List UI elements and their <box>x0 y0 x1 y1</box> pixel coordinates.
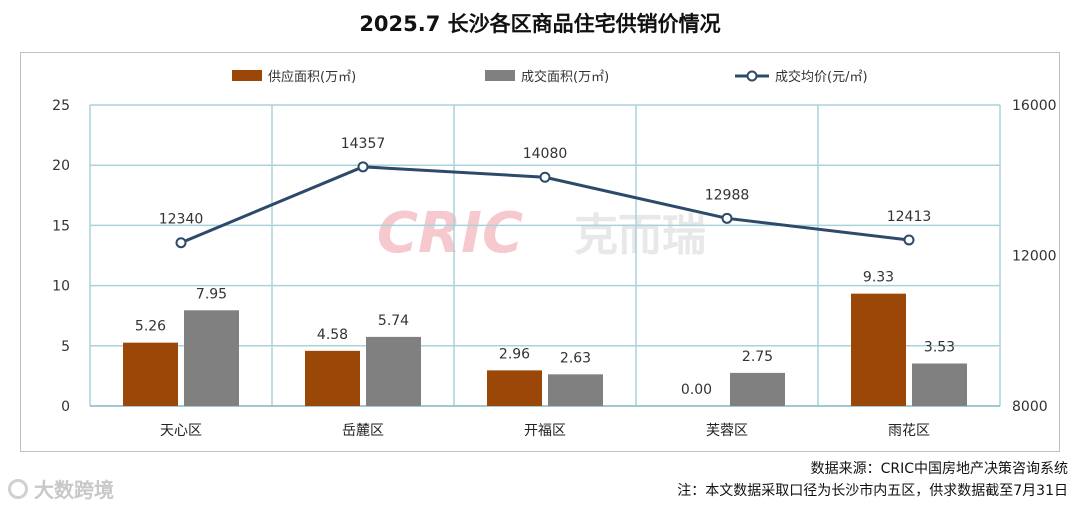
y-left-tick-label: 25 <box>52 98 70 114</box>
line-point-price <box>721 212 733 224</box>
legend-swatch-supply <box>232 70 262 81</box>
x-tick-label: 岳麓区 <box>342 423 384 439</box>
line-point-price <box>357 161 369 173</box>
source-text: 数据来源：CRIC中国房地产决策咨询系统 <box>810 461 1068 477</box>
bar-supply <box>305 350 360 406</box>
y-right-tick-label: 12000 <box>1012 249 1057 265</box>
legend-item-price: 成交均价(元/㎡) <box>735 66 868 85</box>
chart-frame <box>20 52 1060 452</box>
y-left-tick-label: 10 <box>52 279 70 295</box>
bar-supply <box>851 293 906 406</box>
y-left-tick-label: 20 <box>52 158 70 174</box>
x-tick-label: 芙蓉区 <box>706 422 748 439</box>
data-label-deal: 3.53 <box>924 339 955 355</box>
data-label-deal: 7.95 <box>196 286 227 302</box>
watermark-brand-en: CRIC <box>377 201 523 266</box>
data-label-supply: 2.96 <box>499 346 530 362</box>
data-label-deal: 2.63 <box>560 350 591 366</box>
legend-label-deal: 成交面积(万㎡) <box>521 70 610 85</box>
data-label-price: 14357 <box>341 136 386 152</box>
x-tick-label: 天心区 <box>160 423 202 439</box>
legend-item-deal: 成交面积(万㎡) <box>485 66 609 85</box>
bar-deal <box>548 374 603 406</box>
legend-label-price: 成交均价(元/㎡) <box>775 70 868 85</box>
data-label-price: 12988 <box>705 187 750 203</box>
watermark-brand-cn: 克而瑞 <box>574 210 706 261</box>
brand-logo-icon <box>8 478 28 499</box>
y-left-tick-label: 5 <box>61 339 70 355</box>
data-label-deal: 2.75 <box>742 349 773 365</box>
brand-footer-text: 大数跨境 <box>34 478 114 502</box>
bar-supply <box>123 342 178 406</box>
bar-deal <box>184 310 239 406</box>
legend-swatch-deal <box>485 70 515 81</box>
brand-footer: 大数跨境 <box>8 474 114 503</box>
data-label-supply: 9.33 <box>863 270 894 286</box>
line-point-price <box>175 237 187 249</box>
data-label-price: 14080 <box>523 146 568 162</box>
line-point-price <box>539 171 551 183</box>
data-label-deal: 5.74 <box>378 313 409 329</box>
data-label-supply: 4.58 <box>317 327 348 343</box>
y-left-tick-label: 0 <box>61 399 70 415</box>
data-label-price: 12340 <box>159 212 204 228</box>
bar-deal <box>912 363 967 406</box>
legend-label-supply: 供应面积(万㎡) <box>268 70 357 85</box>
bar-deal <box>730 372 785 406</box>
chart-title: 2025.7 长沙各区商品住宅供销价情况 <box>359 12 721 36</box>
legend-swatch-price <box>735 70 769 81</box>
legend-item-supply: 供应面积(万㎡) <box>232 66 356 85</box>
legend: 供应面积(万㎡) 成交面积(万㎡) 成交均价(元/㎡) <box>0 66 1080 88</box>
y-left-tick-label: 15 <box>52 218 70 234</box>
y-right-tick-label: 16000 <box>1012 98 1057 114</box>
bar-deal <box>366 336 421 406</box>
x-tick-label: 雨花区 <box>888 423 930 439</box>
data-label-supply: 5.26 <box>135 319 166 335</box>
y-right-tick-label: 8000 <box>1012 399 1048 415</box>
line-point-price <box>903 234 915 246</box>
x-tick-label: 开福区 <box>524 423 566 439</box>
data-label-price: 12413 <box>887 209 932 225</box>
bar-supply <box>487 370 542 406</box>
note-text: 注：本文数据采取口径为长沙市内五区，供求数据截至7月31日 <box>677 483 1068 499</box>
data-label-supply: 0.00 <box>681 382 712 398</box>
